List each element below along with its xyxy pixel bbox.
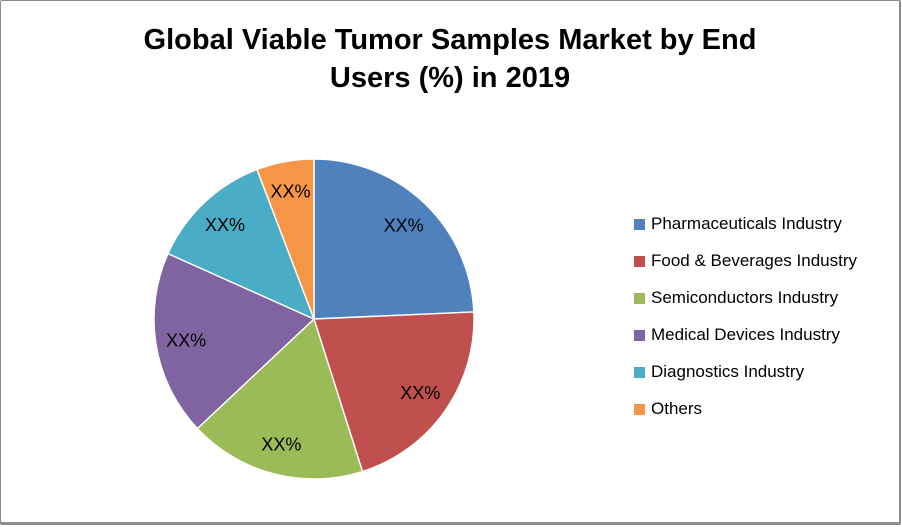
pie-slice-others <box>256 158 315 320</box>
legend-swatch-icon <box>634 403 645 415</box>
legend-swatch-icon <box>634 329 645 341</box>
pie-data-label: XX% <box>166 331 206 351</box>
pie-data-label: XX% <box>261 434 301 454</box>
pie-slice-diagnostics-industry <box>167 168 315 320</box>
pie-data-label: XX% <box>205 215 245 235</box>
legend-item-semiconductors-industry: Semiconductors Industry <box>634 287 857 309</box>
chart-title-line-1: Global Viable Tumor Samples Market by En… <box>143 24 757 56</box>
legend-label: Others <box>651 399 703 418</box>
pie-data-label: XX% <box>270 182 310 202</box>
legend-item-others: Others <box>634 398 857 420</box>
legend-swatch-icon <box>634 366 645 378</box>
pie-slice-semiconductors-industry <box>196 318 364 480</box>
pie-slice-pharmaceuticals-industry <box>313 158 475 320</box>
legend: Pharmaceuticals Industry Food & Beverages… <box>634 213 857 435</box>
legend-item-diagnostics-industry: Diagnostics Industry <box>634 361 857 383</box>
legend-label: Medical Devices Industry <box>651 325 840 344</box>
chart-title: Global Viable Tumor Samples Market by En… <box>1 21 899 97</box>
legend-item-medical-devices-industry: Medical Devices Industry <box>634 324 857 346</box>
chart-title-line-2: Users (%) in 2019 <box>329 62 571 94</box>
legend-swatch-icon <box>634 218 645 230</box>
legend-swatch-icon <box>634 292 645 304</box>
pie-chart: XX% XX% XX% XX% XX% XX% <box>153 158 475 480</box>
legend-item-pharmaceuticals-industry: Pharmaceuticals Industry <box>634 213 857 235</box>
legend-item-food-beverages-industry: Food & Beverages Industry <box>634 250 857 272</box>
pie-slice-food-beverages-industry <box>313 311 475 473</box>
legend-label: Food & Beverages Industry <box>651 251 858 270</box>
legend-swatch-icon <box>634 255 645 267</box>
legend-label: Diagnostics Industry <box>651 362 805 381</box>
pie-slice-medical-devices-industry <box>153 252 315 430</box>
pie-data-label: XX% <box>400 383 440 403</box>
legend-label: Pharmaceuticals Industry <box>651 214 842 233</box>
legend-label: Semiconductors Industry <box>651 288 839 307</box>
pie-data-label: XX% <box>384 215 424 235</box>
pie-plot-area: XX% XX% XX% XX% XX% XX% <box>140 145 490 495</box>
